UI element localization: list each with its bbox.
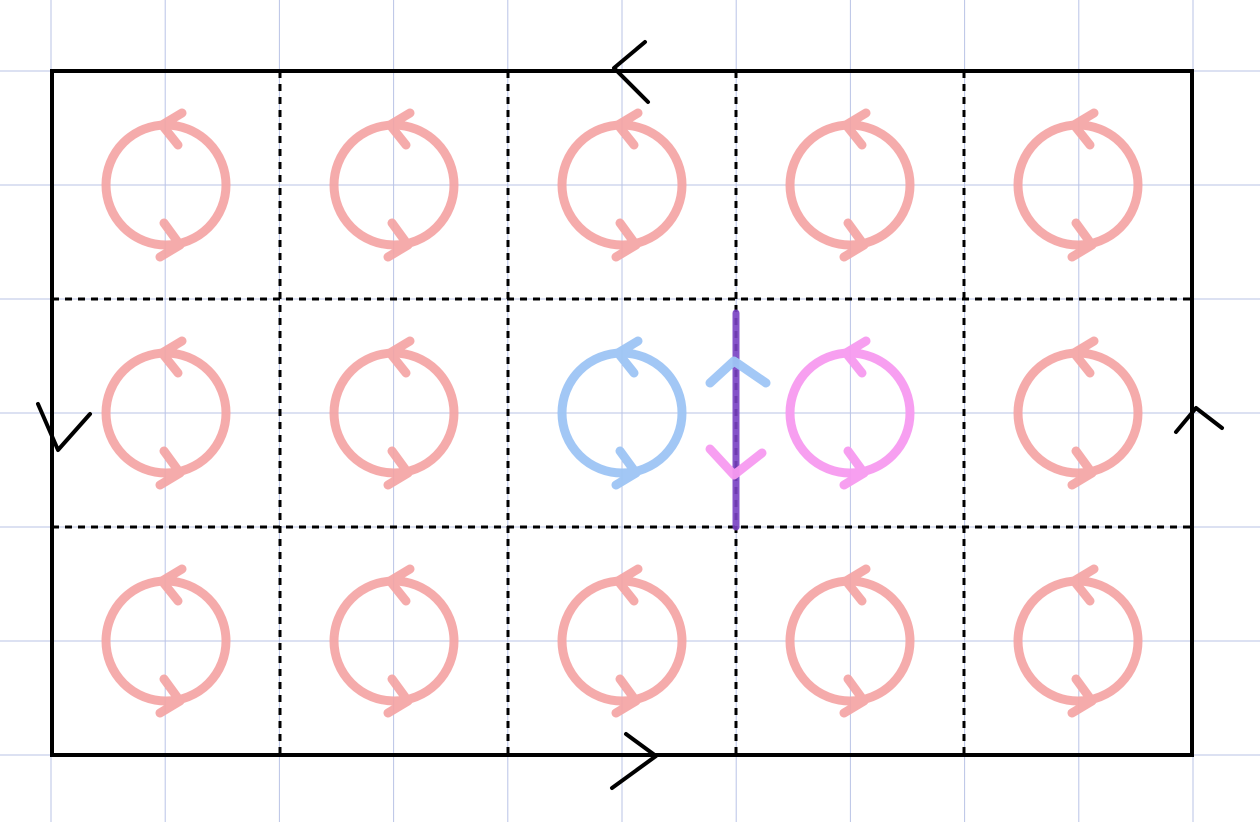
circulation-arrowhead-bottom	[611, 674, 641, 718]
cell-1-2-circulation-icon	[557, 336, 687, 490]
cell-0-4-circulation-icon	[1013, 108, 1143, 262]
down-arrow-icon	[36, 402, 92, 452]
circulation-cells	[101, 108, 1143, 718]
cell-1-3-circulation-icon	[785, 336, 915, 490]
circulation-arrowhead-top	[1069, 564, 1099, 606]
circulation-arrowhead-bottom	[383, 446, 413, 490]
circulation-arrowhead-top	[385, 564, 415, 606]
circulation-arrowhead-top	[613, 336, 643, 378]
circulation-arrowhead-bottom	[1067, 218, 1097, 262]
up-arrow-icon	[705, 356, 771, 388]
circulation-arrowhead-bottom	[839, 218, 869, 262]
cell-1-0-circulation-icon	[101, 336, 231, 490]
circulation-arrowhead-top	[1069, 336, 1099, 378]
circulation-arrowhead-top	[613, 564, 643, 606]
cell-2-4-circulation-icon	[1013, 564, 1143, 718]
circulation-arrowhead-top	[613, 108, 643, 150]
circulation-arrowhead-top	[841, 108, 871, 150]
circulation-arrowhead-bottom	[1067, 674, 1097, 718]
circulation-arrowhead-bottom	[155, 674, 185, 718]
cell-0-2-circulation-icon	[557, 108, 687, 262]
circulation-arrowhead-bottom	[383, 674, 413, 718]
circulation-arrowhead-top	[841, 336, 871, 378]
cell-2-0-circulation-icon	[101, 564, 231, 718]
circulation-arrowhead-bottom	[839, 446, 869, 490]
cell-0-3-circulation-icon	[785, 108, 915, 262]
circulation-arrowhead-bottom	[611, 218, 641, 262]
circulation-arrowhead-bottom	[155, 218, 185, 262]
up-arrow-icon	[1174, 406, 1224, 434]
circulation-arrowhead-bottom	[155, 446, 185, 490]
circulation-arrowhead-top	[385, 108, 415, 150]
down-arrow-icon	[705, 444, 767, 480]
circulation-arrowhead-bottom	[1067, 446, 1097, 490]
circulation-arrowhead-top	[841, 564, 871, 606]
shared-edge-group	[705, 309, 771, 531]
circulation-arrowhead-bottom	[383, 218, 413, 262]
circulation-arrowhead-top	[157, 564, 187, 606]
cell-0-1-circulation-icon	[329, 108, 459, 262]
circulation-arrowhead-bottom	[839, 674, 869, 718]
cell-2-1-circulation-icon	[329, 564, 459, 718]
cell-2-2-circulation-icon	[557, 564, 687, 718]
cell-1-4-circulation-icon	[1013, 336, 1143, 490]
circulation-arrowhead-top	[157, 108, 187, 150]
circulation-arrowhead-bottom	[611, 446, 641, 490]
cell-1-1-circulation-icon	[329, 336, 459, 490]
right-arrow-icon	[610, 732, 658, 790]
cell-0-0-circulation-icon	[101, 108, 231, 262]
cell-2-3-circulation-icon	[785, 564, 915, 718]
boundary-outline	[36, 40, 1224, 790]
left-arrow-icon	[612, 40, 650, 104]
circulation-arrowhead-top	[1069, 108, 1099, 150]
circulation-arrowhead-top	[157, 336, 187, 378]
circulation-arrowhead-top	[385, 336, 415, 378]
